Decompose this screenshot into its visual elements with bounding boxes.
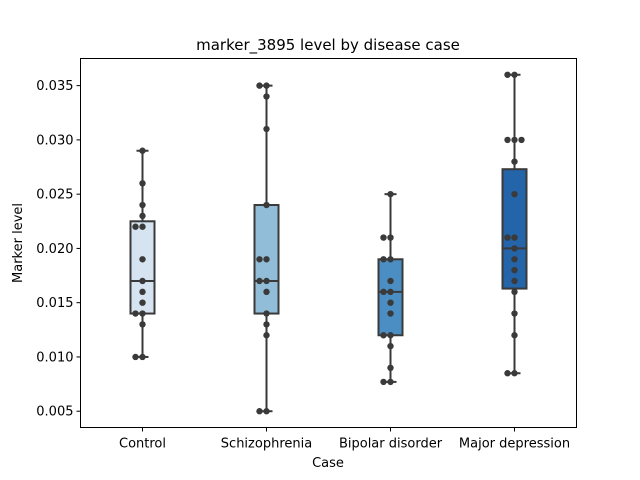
data-point <box>511 245 518 252</box>
points-4 <box>504 71 525 377</box>
data-point <box>139 180 146 187</box>
data-point <box>139 277 146 285</box>
y-tick-label: 0.010 <box>36 350 73 365</box>
data-point <box>139 147 146 154</box>
data-point <box>387 234 394 241</box>
data-point <box>139 256 146 263</box>
y-axis-label: Marker level <box>11 203 26 283</box>
box-3 <box>377 193 404 383</box>
x-tick-label: Bipolar disorder <box>339 437 443 452</box>
plot-frame <box>80 58 577 428</box>
points-1 <box>132 147 146 361</box>
y-axis: 0.005 0.010 0.015 0.020 0.025 0.030 0.035 <box>36 79 81 420</box>
data-point <box>263 321 270 328</box>
data-point <box>511 190 518 198</box>
data-point <box>387 190 394 198</box>
data-point <box>504 234 511 241</box>
plot-area <box>129 71 528 415</box>
data-point <box>511 256 518 263</box>
data-point <box>139 310 146 317</box>
data-point <box>511 158 518 165</box>
data-point <box>387 310 394 317</box>
data-point <box>511 234 518 241</box>
data-point <box>511 310 518 317</box>
data-point <box>511 288 518 296</box>
data-point <box>518 136 525 144</box>
y-tick-label: 0.015 <box>36 296 73 311</box>
data-point <box>256 256 263 263</box>
data-point <box>380 234 387 241</box>
data-point <box>263 82 270 89</box>
box-1 <box>129 149 156 358</box>
data-point <box>387 332 394 339</box>
data-point <box>380 332 387 339</box>
box-body <box>129 220 156 315</box>
y-tick-label: 0.030 <box>36 133 73 148</box>
data-point <box>263 288 270 296</box>
points-2 <box>256 82 270 415</box>
data-point <box>132 223 139 230</box>
data-point <box>263 408 270 415</box>
data-point <box>263 256 270 263</box>
data-point <box>387 288 394 296</box>
data-point <box>387 256 394 263</box>
data-point <box>256 408 263 415</box>
data-point <box>380 288 387 296</box>
x-axis: Control Schizophrenia Bipolar disorder Majo… <box>119 427 570 452</box>
data-point <box>139 212 146 220</box>
data-point <box>387 364 394 372</box>
box-body <box>377 258 404 337</box>
data-point <box>387 277 394 285</box>
x-tick-label: Schizophrenia <box>221 437 312 452</box>
data-point <box>504 71 511 78</box>
data-point <box>139 201 146 209</box>
data-point <box>263 93 270 100</box>
x-tick-label: Major depression <box>459 437 570 452</box>
data-point <box>132 353 139 361</box>
data-point <box>263 310 270 317</box>
data-point <box>511 277 518 285</box>
data-point <box>263 277 270 285</box>
data-point <box>387 299 394 306</box>
data-point <box>504 136 511 144</box>
data-point <box>380 378 387 386</box>
data-point <box>263 125 270 133</box>
data-point <box>139 353 146 361</box>
data-point <box>511 332 518 339</box>
data-point <box>256 82 263 89</box>
data-point <box>504 370 511 377</box>
data-point <box>387 342 394 350</box>
data-point <box>511 71 518 78</box>
data-point <box>139 321 146 328</box>
x-axis-label: Case <box>312 456 344 471</box>
data-point <box>139 299 146 306</box>
y-tick-label: 0.005 <box>36 405 73 420</box>
data-point <box>511 266 518 274</box>
data-point <box>263 201 270 209</box>
data-point <box>511 370 518 377</box>
y-tick-label: 0.020 <box>36 242 73 257</box>
points-3 <box>380 190 394 386</box>
data-point <box>511 136 518 144</box>
data-point <box>380 256 387 263</box>
y-tick-label: 0.035 <box>36 79 73 94</box>
data-point <box>132 310 139 317</box>
data-point <box>387 378 394 386</box>
x-tick-label: Control <box>119 437 166 452</box>
chart-title: marker_3895 level by disease case <box>196 36 460 55</box>
data-point <box>139 288 146 296</box>
data-point <box>263 332 270 339</box>
data-point <box>256 277 263 285</box>
data-point <box>139 223 146 230</box>
y-tick-label: 0.025 <box>36 188 73 203</box>
